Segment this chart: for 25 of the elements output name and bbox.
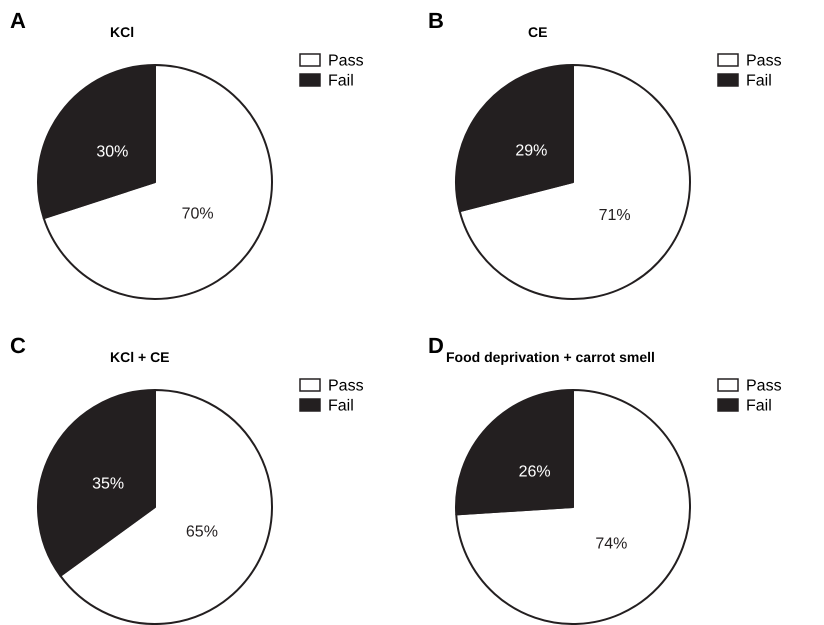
legend-label: Fail (328, 72, 354, 90)
data-label: 30% (96, 144, 128, 161)
data-label: 65% (186, 524, 218, 541)
chart-title: KCl (110, 24, 134, 40)
legend-label: Pass (328, 52, 364, 70)
legend-label: Fail (746, 398, 772, 415)
legend-label: Fail (746, 72, 772, 90)
legend-label: Fail (328, 398, 354, 415)
legend-label: Pass (746, 52, 782, 70)
chart-title: Food deprivation + carrot smell (446, 349, 655, 365)
data-label: 29% (515, 142, 548, 160)
text: D (428, 333, 444, 358)
legend-label: Pass (328, 378, 364, 395)
text: C (10, 333, 26, 358)
chart-title: KCl + CE (110, 349, 170, 365)
data-label: 74% (595, 536, 628, 553)
data-label: 71% (598, 206, 631, 224)
data-label: 70% (182, 206, 214, 223)
chart-title: CE (528, 24, 548, 40)
data-label: 35% (92, 476, 124, 493)
legend-label: Pass (746, 378, 782, 395)
data-label: 26% (518, 464, 551, 481)
text: A (10, 8, 26, 33)
pie-slice (458, 64, 691, 300)
text: B (428, 8, 444, 33)
